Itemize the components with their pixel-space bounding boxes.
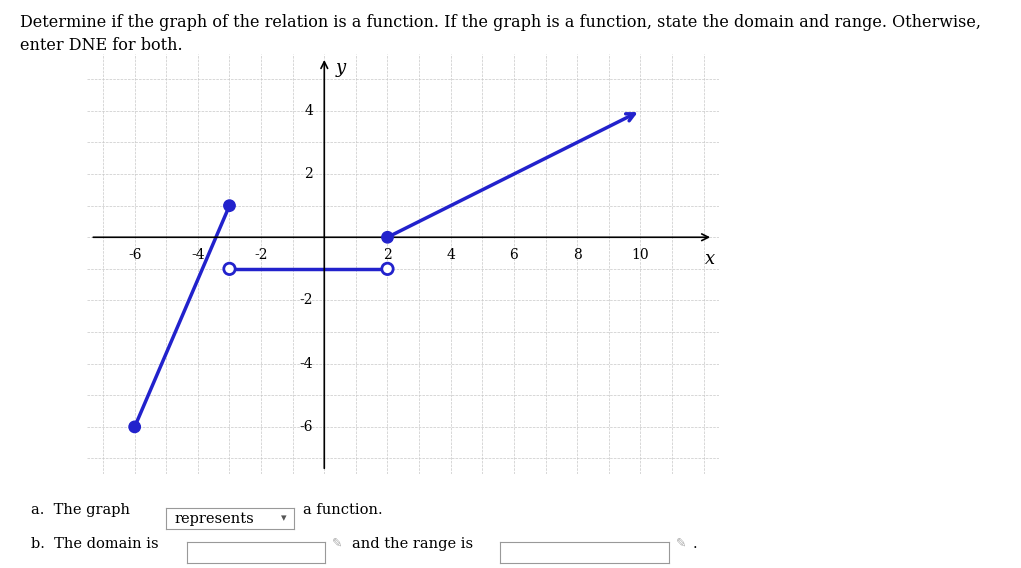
Text: enter DNE for both.: enter DNE for both.: [20, 37, 183, 54]
Text: -2: -2: [300, 294, 313, 307]
Text: 6: 6: [509, 248, 519, 262]
Text: -2: -2: [254, 248, 268, 262]
Text: Determine if the graph of the relation is a function. If the graph is a function: Determine if the graph of the relation i…: [20, 14, 981, 31]
Text: 8: 8: [573, 248, 582, 262]
Text: y: y: [335, 59, 345, 77]
Text: -4: -4: [299, 357, 313, 371]
Circle shape: [382, 232, 393, 243]
Circle shape: [224, 263, 235, 274]
Text: ✎: ✎: [332, 537, 342, 550]
Text: a function.: a function.: [303, 503, 383, 517]
Text: -6: -6: [128, 248, 142, 262]
Text: .: .: [692, 537, 697, 551]
Circle shape: [382, 263, 393, 274]
Text: a.  The graph: a. The graph: [31, 503, 130, 517]
Text: 2: 2: [383, 248, 392, 262]
Text: ✎: ✎: [676, 537, 686, 550]
Text: 4: 4: [304, 104, 313, 118]
Text: 4: 4: [446, 248, 455, 262]
Text: x: x: [704, 250, 715, 268]
Text: 2: 2: [304, 167, 313, 181]
Circle shape: [129, 421, 140, 433]
Text: ▾: ▾: [281, 513, 286, 524]
Text: -4: -4: [191, 248, 204, 262]
Text: -6: -6: [300, 420, 313, 434]
Text: b.  The domain is: b. The domain is: [31, 537, 158, 551]
Text: and the range is: and the range is: [352, 537, 474, 551]
Text: represents: represents: [174, 512, 254, 525]
Circle shape: [224, 200, 235, 211]
Text: 10: 10: [632, 248, 649, 262]
